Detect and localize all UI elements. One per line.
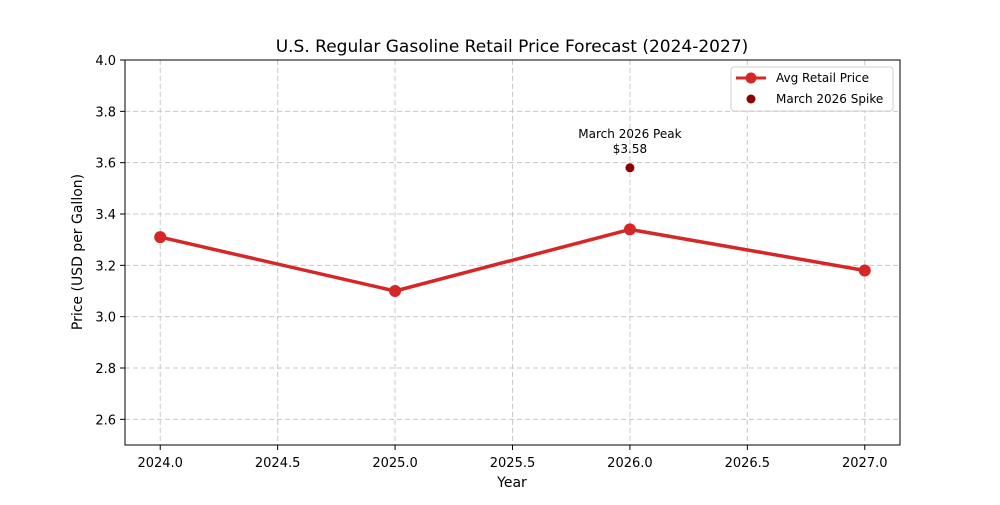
y-tick-label: 3.4 bbox=[95, 208, 116, 223]
y-tick-label: 3.2 bbox=[95, 259, 116, 274]
x-tick-label: 2024.5 bbox=[255, 456, 301, 471]
y-tick-label: 3.6 bbox=[95, 157, 116, 172]
y-tick-label: 4.0 bbox=[95, 54, 116, 69]
legend-line-marker bbox=[745, 72, 757, 84]
legend-scatter-marker bbox=[746, 94, 756, 104]
annotation-value: $3.58 bbox=[613, 142, 647, 156]
chart-title: U.S. Regular Gasoline Retail Price Forec… bbox=[276, 37, 749, 57]
series-layer bbox=[154, 163, 871, 297]
y-tick-label: 3.0 bbox=[95, 311, 116, 326]
legend-label-avg-retail-price: Avg Retail Price bbox=[776, 71, 869, 85]
legend-label-march-2026-spike: March 2026 Spike bbox=[776, 92, 883, 106]
y-tick-label: 2.8 bbox=[95, 362, 116, 377]
x-tick-label: 2026.5 bbox=[725, 456, 771, 471]
x-axis-label: Year bbox=[496, 475, 527, 491]
y-tick-label: 2.6 bbox=[95, 413, 116, 428]
x-tick-label: 2025.5 bbox=[490, 456, 536, 471]
legend: Avg Retail Price March 2026 Spike bbox=[730, 66, 894, 112]
annotation-title: March 2026 Peak bbox=[578, 127, 681, 141]
x-tick-label: 2026.0 bbox=[607, 456, 653, 471]
axis-ticks: 2024.0 2024.5 2025.0 2025.5 2026.0 2026.5 2027… bbox=[95, 54, 887, 471]
x-tick-label: 2024.0 bbox=[137, 456, 183, 471]
spike-point bbox=[625, 163, 635, 173]
y-axis-label: Price (USD per Gallon) bbox=[70, 174, 86, 330]
data-point bbox=[154, 231, 167, 244]
data-point bbox=[623, 223, 636, 236]
data-point bbox=[389, 285, 402, 297]
annotations: March 2026 Peak$3.58 bbox=[578, 127, 681, 156]
y-tick-label: 3.8 bbox=[95, 105, 116, 120]
x-tick-label: 2027.0 bbox=[842, 456, 888, 471]
x-tick-label: 2025.0 bbox=[372, 456, 418, 471]
legend-box bbox=[730, 66, 894, 112]
data-point bbox=[858, 264, 871, 277]
series-line-avg-retail-price bbox=[159, 227, 866, 293]
